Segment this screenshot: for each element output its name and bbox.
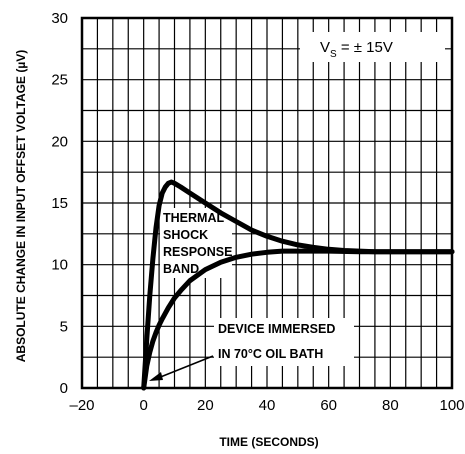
y-tick-label: 0 [60,380,68,397]
x-tick-label: 80 [382,397,399,414]
device-label-line1: DEVICE IMMERSED [218,322,335,336]
x-tick-label: 60 [320,397,337,414]
x-tick-label: 0 [139,397,147,414]
device-arrow-head [149,372,163,381]
annotation-backdrop [214,318,354,366]
y-tick-label: 30 [51,10,68,27]
supply-symbol: V [320,39,330,56]
band-label-line1: THERMAL [163,211,224,225]
y-tick-label: 15 [51,195,68,212]
supply-voltage-annotation: VS = ± 15V [320,39,393,60]
annotation-backdrop [160,208,232,278]
band-label-line2: SHOCK [163,228,208,242]
supply-subscript: S [330,49,337,60]
device-label-line2: IN 70°C OIL BATH [218,347,323,361]
supply-value: = ± 15V [337,39,393,56]
x-tick-label: 100 [439,397,464,414]
series-lower-curve [141,248,455,391]
y-tick-label: 25 [51,72,68,89]
x-tick-label: 40 [259,397,276,414]
y-axis-label: ABSOLUTE CHANGE IN INPUT OFFSET VOLTAGE … [14,50,28,362]
band-label-line3: RESPONSE [163,245,232,259]
device-arrow-shaft [157,355,214,379]
y-tick-label: 20 [51,133,68,150]
plot-frame [80,16,454,390]
annotation-backdrop [300,32,445,62]
series-layer [141,179,455,391]
band-label-line4: BAND [163,262,199,276]
y-tick-label: 10 [51,257,68,274]
x-tick-label: –20 [69,397,94,414]
y-tick-label: 5 [60,318,68,335]
x-axis-label: TIME (SECONDS) [219,435,318,449]
x-tick-label: 20 [197,397,214,414]
